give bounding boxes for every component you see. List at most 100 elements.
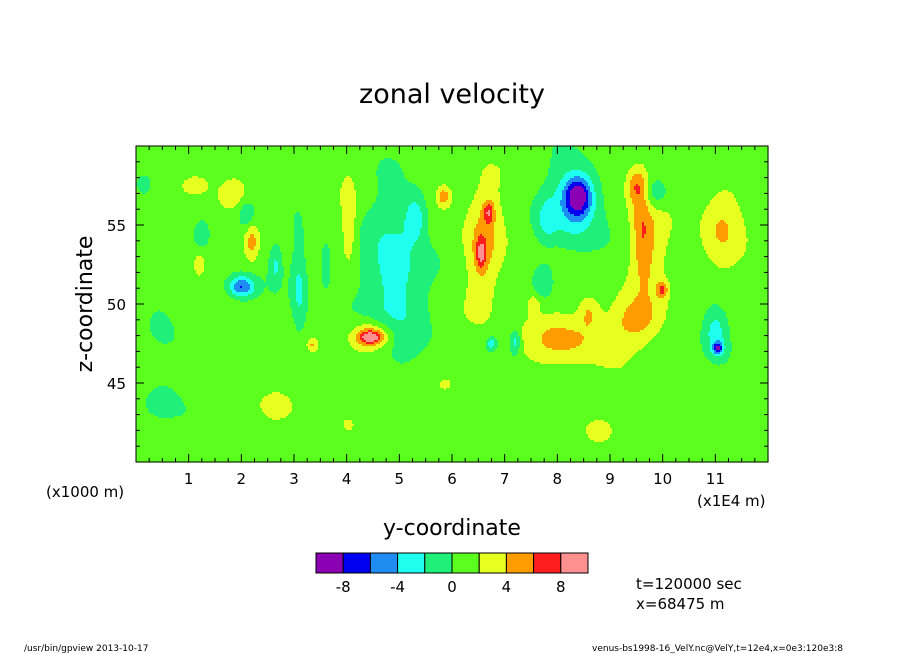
field-cell xyxy=(608,226,631,229)
field-cell xyxy=(516,342,521,345)
field-cell xyxy=(746,236,769,239)
field-cell xyxy=(604,202,627,205)
field-cell xyxy=(582,342,649,345)
field-cell xyxy=(436,250,465,253)
field-cell xyxy=(702,350,711,353)
field-cell xyxy=(464,248,473,251)
field-cell xyxy=(330,250,345,253)
field-cell xyxy=(736,198,769,201)
field-cell xyxy=(426,204,439,207)
field-cell xyxy=(428,294,467,297)
field-cell xyxy=(494,350,511,353)
field-cell xyxy=(666,274,769,277)
field-cell xyxy=(610,240,631,243)
field-cell xyxy=(660,198,713,201)
field-cell xyxy=(172,322,295,325)
field-cell xyxy=(208,224,295,227)
field-cell xyxy=(664,256,709,259)
field-cell xyxy=(252,272,269,275)
field-cell xyxy=(700,222,719,225)
field-cell xyxy=(584,336,655,339)
field-cell xyxy=(552,152,583,155)
field-cell xyxy=(742,256,769,259)
field-cell xyxy=(136,210,241,213)
field-cell xyxy=(478,218,485,221)
field-cell xyxy=(532,202,545,205)
field-cell xyxy=(358,312,389,315)
field-cell xyxy=(588,200,593,203)
field-cell xyxy=(660,286,665,289)
field-cell xyxy=(150,180,185,183)
field-cell xyxy=(540,302,581,305)
field-cell xyxy=(570,192,587,195)
field-cell xyxy=(380,268,411,271)
field-cell xyxy=(490,260,505,263)
field-cell xyxy=(228,276,239,279)
field-cell xyxy=(652,184,665,187)
field-cell xyxy=(384,234,421,237)
field-cell xyxy=(406,308,429,311)
field-cell xyxy=(666,316,705,319)
field-cell xyxy=(518,348,525,351)
field-cell xyxy=(418,354,513,357)
field-cell xyxy=(354,236,361,239)
field-cell xyxy=(528,314,587,317)
field-cell xyxy=(348,340,357,343)
field-cell xyxy=(378,190,423,193)
field-cell xyxy=(374,350,393,353)
field-cell xyxy=(304,244,325,247)
field-cell xyxy=(642,176,649,179)
field-cell xyxy=(744,220,769,223)
field-cell xyxy=(506,252,631,255)
field-cell xyxy=(248,290,255,293)
field-cell xyxy=(330,256,347,259)
field-cell xyxy=(714,196,735,199)
field-cell xyxy=(440,260,467,263)
field-cell xyxy=(380,160,397,163)
field-cell xyxy=(136,220,201,223)
field-cell xyxy=(376,198,425,201)
field-cell xyxy=(360,234,385,237)
field-cell xyxy=(248,238,257,241)
x-tick-label: 8 xyxy=(553,470,563,488)
field-cell xyxy=(500,198,535,201)
field-cell xyxy=(552,156,587,159)
field-cell xyxy=(702,244,747,247)
field-cell xyxy=(484,322,525,325)
field-cell xyxy=(466,266,477,269)
field-cell xyxy=(356,194,379,197)
field-cell xyxy=(302,218,343,221)
field-cell xyxy=(492,208,495,211)
field-cell xyxy=(302,298,309,301)
field-cell xyxy=(262,410,293,413)
field-cell xyxy=(638,274,651,277)
field-cell xyxy=(360,242,379,245)
field-cell xyxy=(652,190,667,193)
field-cell xyxy=(700,232,717,235)
field-cell xyxy=(586,228,611,231)
field-cell xyxy=(624,284,641,287)
field-cell xyxy=(184,188,209,191)
field-cell xyxy=(406,294,429,297)
field-cell xyxy=(440,200,447,203)
field-cell xyxy=(138,186,151,189)
field-cell xyxy=(592,312,625,315)
field-cell xyxy=(450,382,769,385)
field-cell xyxy=(194,228,209,231)
field-cell xyxy=(588,204,593,207)
field-cell xyxy=(722,330,731,333)
field-cell xyxy=(308,280,323,283)
field-cell xyxy=(342,222,355,225)
field-cell xyxy=(344,422,353,425)
field-cell xyxy=(496,210,503,213)
field-cell xyxy=(530,214,541,217)
field-cell xyxy=(644,178,649,181)
field-cell xyxy=(636,232,643,235)
field-cell xyxy=(566,202,571,205)
field-cell xyxy=(716,230,729,233)
field-cell xyxy=(488,342,495,345)
field-cell xyxy=(136,158,385,161)
field-cell xyxy=(380,266,411,269)
field-cell xyxy=(486,348,497,351)
field-cell xyxy=(498,342,511,345)
